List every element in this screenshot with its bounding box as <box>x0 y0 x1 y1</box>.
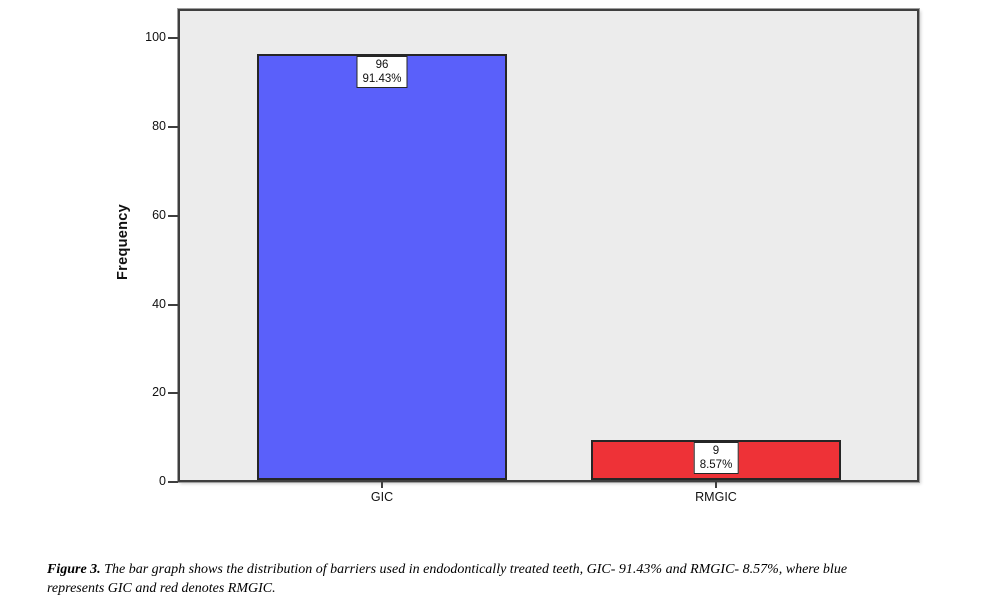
y-axis-tick <box>168 481 178 483</box>
bar-value-label: 9 8.57% <box>693 442 739 474</box>
y-axis-tick-label: 0 <box>159 474 166 488</box>
bar-count-value: 9 <box>712 445 720 457</box>
plot-area: 96 91.43% 9 8.57% <box>178 9 919 482</box>
y-axis-tick <box>168 126 178 128</box>
caption-figure-label: Figure 3. <box>47 562 101 577</box>
bar-gic: 96 91.43% <box>257 54 507 480</box>
y-axis-tick-label: 20 <box>152 385 166 399</box>
caption-line-1: Figure 3. The bar graph shows the distri… <box>47 560 975 579</box>
bar-percent-value: 91.43% <box>362 73 402 85</box>
x-axis-category-label: RMGIC <box>695 490 737 504</box>
x-axis-tick <box>381 482 383 488</box>
caption-line-2: represents GIC and red denotes RMGIC. <box>47 581 276 596</box>
y-axis-tick <box>168 304 178 306</box>
y-axis-tick-label: 80 <box>152 119 166 133</box>
x-axis-category-label: GIC <box>370 490 394 504</box>
y-axis-tick <box>168 37 178 39</box>
x-axis-tick <box>715 482 717 488</box>
bar-percent-value: 8.57% <box>699 459 733 471</box>
y-axis-tick <box>168 215 178 217</box>
y-axis-tick <box>168 392 178 394</box>
y-axis-tick-label: 60 <box>152 208 166 222</box>
y-axis-tick-label: 40 <box>152 297 166 311</box>
bar-value-label: 96 91.43% <box>356 56 408 88</box>
bar-count-value: 96 <box>375 59 389 71</box>
y-axis-tick-label: 100 <box>145 30 166 44</box>
figure-caption: Figure 3. The bar graph shows the distri… <box>47 560 975 598</box>
caption-line-1-text: The bar graph shows the distribution of … <box>100 562 848 577</box>
bar-rmgic: 9 8.57% <box>591 440 841 480</box>
